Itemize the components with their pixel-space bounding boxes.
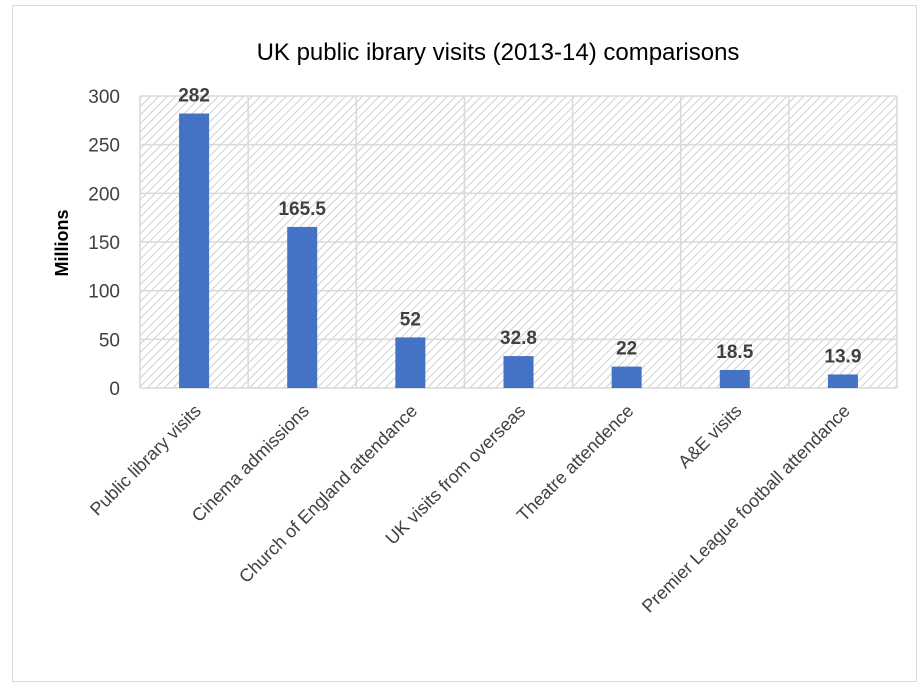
y-tick-label: 150 xyxy=(88,233,120,254)
y-axis-ticks: 0 50 100 150 200 250 300 xyxy=(88,87,120,400)
bar xyxy=(287,226,318,388)
x-tick-label: Church of England attendance xyxy=(235,401,421,587)
bar xyxy=(719,369,750,388)
bar xyxy=(827,374,858,388)
bar-value-label: 13.9 xyxy=(824,346,861,367)
y-tick-label: 250 xyxy=(88,136,120,157)
y-tick-label: 100 xyxy=(88,282,120,303)
data-labels: 282 165.5 52 32.8 22 18.5 13.9 xyxy=(178,86,861,368)
bar-value-label: 165.5 xyxy=(278,199,326,220)
x-tick-label: Cinema admissions xyxy=(188,401,313,526)
x-tick-label: Theatre attendence xyxy=(513,401,638,526)
x-tick-label: Public library visits xyxy=(86,401,205,520)
gridlines xyxy=(139,95,898,389)
y-axis-label: Millions xyxy=(52,210,72,277)
bar xyxy=(395,337,426,388)
y-tick-label: 300 xyxy=(88,87,120,108)
chart-title: UK public ibrary visits (2013-14) compar… xyxy=(257,39,740,66)
bars xyxy=(179,113,858,389)
bar-value-label: 22 xyxy=(616,339,637,360)
x-tick-label: A&E visits xyxy=(674,401,745,472)
y-tick-label: 50 xyxy=(99,330,120,351)
bar-value-label: 32.8 xyxy=(500,328,537,349)
y-tick-label: 200 xyxy=(88,184,120,205)
x-tick-label: Premier League football attendance xyxy=(638,401,854,617)
bar-value-label: 18.5 xyxy=(716,342,753,363)
bar-value-label: 52 xyxy=(400,309,421,330)
bar-value-label: 282 xyxy=(178,86,210,107)
bar xyxy=(611,366,642,388)
y-tick-label: 0 xyxy=(109,379,120,400)
bar xyxy=(503,356,534,388)
bar xyxy=(179,113,210,389)
